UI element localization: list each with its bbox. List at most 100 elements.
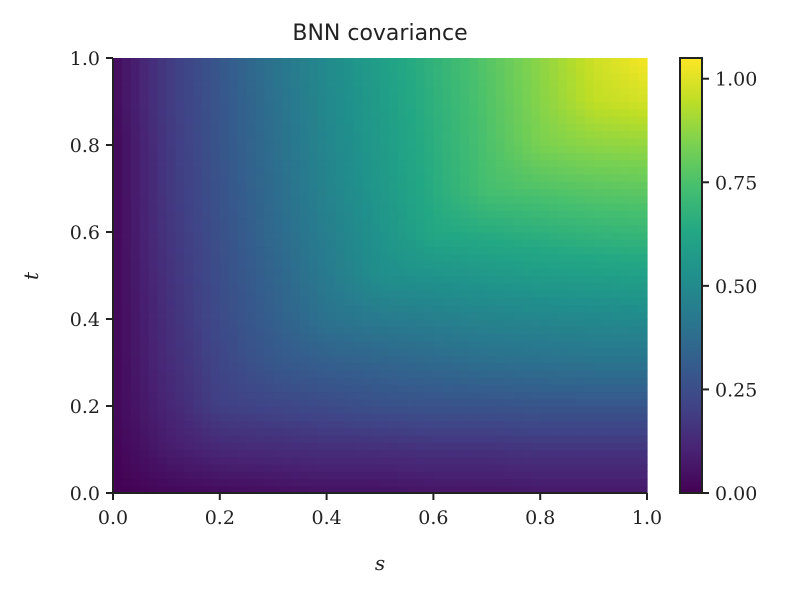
heatmap-cell [202, 58, 212, 66]
heatmap-cell [469, 181, 479, 190]
heatmap-cell [184, 420, 194, 429]
heatmap-cell [549, 449, 559, 458]
heatmap-cell [291, 290, 301, 298]
heatmap-cell [575, 406, 586, 414]
heatmap-cell [175, 348, 185, 356]
heatmap-cell [620, 297, 630, 306]
heatmap-cell [549, 72, 559, 81]
heatmap-cell [504, 369, 515, 378]
heatmap-cell [424, 391, 434, 400]
heatmap-cell [202, 108, 212, 117]
heatmap-cell [620, 398, 630, 407]
heatmap-cell [522, 116, 532, 124]
heatmap-cell [593, 181, 604, 190]
heatmap-cell [344, 65, 354, 74]
heatmap-cell [397, 290, 408, 298]
heatmap-cell [566, 326, 577, 335]
heatmap-cell [504, 72, 515, 81]
heatmap-cell [495, 232, 506, 240]
heatmap-cell [148, 406, 159, 414]
heatmap-cell [175, 406, 185, 414]
heatmap-cell [193, 464, 203, 472]
heatmap-cell [540, 304, 550, 313]
heatmap-cell [486, 130, 497, 139]
heatmap-cell [504, 174, 515, 182]
heatmap-cell [246, 478, 256, 487]
heatmap-cell [593, 355, 604, 364]
heatmap-cell [495, 116, 506, 124]
heatmap-cell [424, 348, 434, 356]
heatmap-cell [522, 166, 532, 175]
heatmap-cell [237, 333, 248, 342]
heatmap-cell [246, 87, 256, 95]
heatmap-cell [566, 391, 577, 400]
heatmap-cell [584, 217, 595, 226]
heatmap-cell [540, 485, 550, 494]
heatmap-cell [308, 297, 319, 306]
heatmap-cell [299, 253, 310, 262]
heatmap-cell [246, 355, 256, 364]
heatmap-cell [344, 449, 354, 458]
heatmap-cell [371, 297, 381, 306]
heatmap-cell [219, 79, 230, 88]
heatmap-cell [558, 275, 568, 284]
heatmap-cell [299, 456, 310, 465]
heatmap-cell [237, 188, 248, 197]
heatmap-cell [611, 326, 621, 335]
heatmap-cell [326, 58, 337, 66]
heatmap-cell [495, 203, 506, 211]
heatmap-cell [629, 210, 639, 219]
heatmap-cell [308, 224, 319, 233]
heatmap-cell [291, 188, 301, 197]
heatmap-cell [460, 319, 470, 327]
heatmap-cell [344, 413, 354, 422]
heatmap-cell [246, 275, 256, 284]
heatmap-cell [219, 261, 230, 269]
heatmap-cell [308, 145, 319, 153]
heatmap-cell [326, 290, 337, 298]
heatmap-cell [371, 406, 381, 414]
heatmap-cell [575, 427, 586, 436]
heatmap-cell [219, 268, 230, 277]
y-ticks: 0.00.20.40.60.81.0 [70, 48, 113, 505]
heatmap-cell [380, 326, 390, 335]
heatmap-cell [469, 203, 479, 211]
heatmap-cell [308, 72, 319, 81]
heatmap-cell [611, 398, 621, 407]
heatmap-cell [620, 369, 630, 378]
heatmap-cell [210, 159, 221, 168]
heatmap-cell [406, 101, 417, 110]
heatmap-cell [531, 290, 541, 298]
heatmap-cell [175, 210, 185, 219]
heatmap-cell [326, 261, 337, 269]
heatmap-cell [175, 297, 185, 306]
heatmap-cell [593, 362, 604, 371]
heatmap-cell [451, 449, 461, 458]
heatmap-cell [219, 398, 230, 407]
heatmap-cell [451, 355, 461, 364]
heatmap-cell [335, 145, 345, 153]
heatmap-cell [540, 108, 550, 117]
heatmap-cell [202, 464, 212, 472]
heatmap-cell [326, 348, 337, 356]
heatmap-cell [477, 464, 488, 472]
heatmap-cell [540, 145, 550, 153]
heatmap-cell [148, 348, 159, 356]
heatmap-cell [380, 72, 390, 81]
heatmap-cell [210, 398, 221, 407]
heatmap-cell [620, 348, 630, 356]
heatmap-cell [219, 297, 230, 306]
heatmap-cell [602, 427, 612, 436]
heatmap-cell [584, 398, 595, 407]
heatmap-cell [193, 210, 203, 219]
heatmap-cell [371, 456, 381, 465]
heatmap-cell [460, 384, 470, 393]
heatmap-cell [335, 297, 345, 306]
heatmap-cell [638, 464, 648, 472]
heatmap-cell [638, 413, 648, 422]
heatmap-cell [166, 152, 176, 161]
heatmap-cell [344, 188, 354, 197]
heatmap-cell [611, 478, 621, 487]
heatmap-cell [406, 282, 417, 291]
heatmap-cell [193, 369, 203, 378]
